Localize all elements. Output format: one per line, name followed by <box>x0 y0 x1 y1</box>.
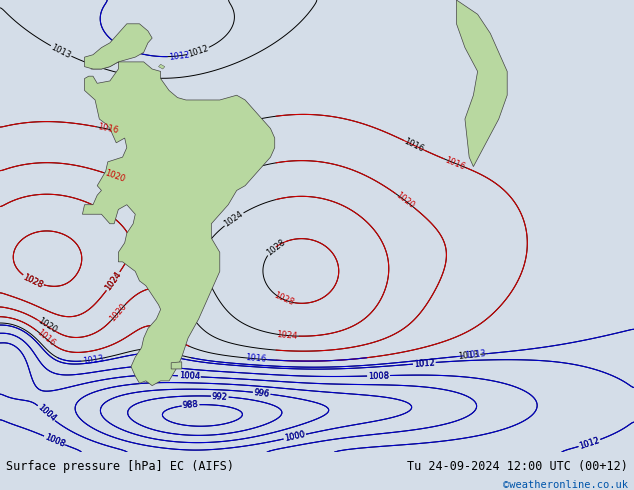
Text: 1004: 1004 <box>179 371 200 381</box>
Polygon shape <box>171 362 182 369</box>
Polygon shape <box>84 24 152 69</box>
Text: 1004: 1004 <box>36 403 57 424</box>
Text: 1008: 1008 <box>43 432 66 449</box>
Text: 1013: 1013 <box>49 42 72 60</box>
Text: 988: 988 <box>182 400 199 410</box>
Text: 1028: 1028 <box>272 291 295 308</box>
Text: 996: 996 <box>254 388 270 398</box>
Text: 1004: 1004 <box>36 403 57 424</box>
Text: 1013: 1013 <box>464 349 486 360</box>
Text: 992: 992 <box>212 392 228 401</box>
Text: 1024: 1024 <box>276 330 298 341</box>
Text: 1008: 1008 <box>43 432 66 449</box>
Polygon shape <box>456 0 507 167</box>
Polygon shape <box>82 62 275 386</box>
Text: 1000: 1000 <box>283 430 306 443</box>
Text: Surface pressure [hPa] EC (AIFS): Surface pressure [hPa] EC (AIFS) <box>6 460 235 473</box>
Text: 1024: 1024 <box>223 209 245 229</box>
Text: 1012: 1012 <box>168 50 190 62</box>
Text: ©weatheronline.co.uk: ©weatheronline.co.uk <box>503 481 628 490</box>
Text: 1028: 1028 <box>22 272 44 290</box>
Text: 1020: 1020 <box>103 169 126 184</box>
Text: Tu 24-09-2024 12:00 UTC (00+12): Tu 24-09-2024 12:00 UTC (00+12) <box>407 460 628 473</box>
Text: 1028: 1028 <box>22 272 44 290</box>
Text: 1012: 1012 <box>413 358 435 368</box>
Polygon shape <box>158 64 165 69</box>
Text: 996: 996 <box>254 388 270 398</box>
Text: 1008: 1008 <box>368 371 389 381</box>
Text: 1028: 1028 <box>264 237 287 257</box>
Text: 1008: 1008 <box>368 371 389 381</box>
Text: 1024: 1024 <box>103 270 123 293</box>
Text: 1020: 1020 <box>108 302 129 323</box>
Text: 1016: 1016 <box>403 137 425 154</box>
Text: 1013: 1013 <box>458 350 480 361</box>
Text: 1012: 1012 <box>187 44 210 59</box>
Text: 1000: 1000 <box>283 430 306 443</box>
Text: 988: 988 <box>182 400 199 410</box>
Text: 1013: 1013 <box>82 354 104 366</box>
Text: 1020: 1020 <box>394 191 417 211</box>
Text: 1020: 1020 <box>36 317 58 335</box>
Text: 1012: 1012 <box>413 358 435 368</box>
Text: 1016: 1016 <box>97 122 119 136</box>
Text: 1016: 1016 <box>35 328 56 348</box>
Text: 1012: 1012 <box>578 436 601 451</box>
Text: 1016: 1016 <box>444 155 467 172</box>
Text: 1004: 1004 <box>179 371 200 381</box>
Text: 1012: 1012 <box>578 436 601 451</box>
Text: 1016: 1016 <box>245 353 266 364</box>
Text: 992: 992 <box>212 392 228 401</box>
Text: 1024: 1024 <box>103 270 123 293</box>
